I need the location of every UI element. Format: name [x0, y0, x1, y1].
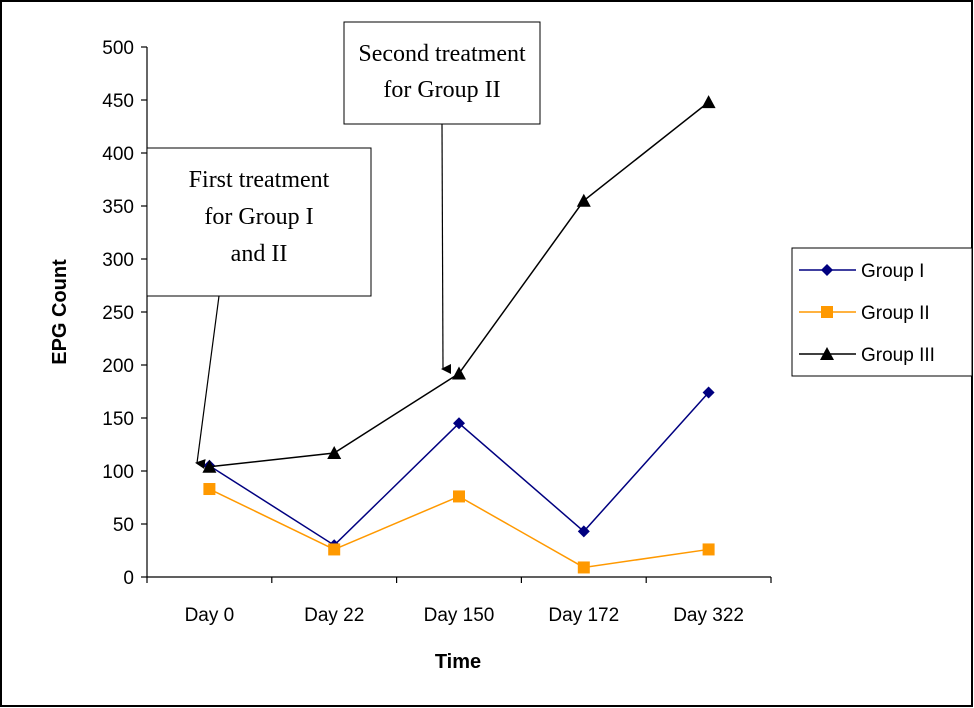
- data-point: [702, 543, 715, 556]
- callout-line-2: for Group I: [204, 204, 313, 230]
- callout-second-treatment: Second treatment for Group II: [343, 21, 541, 374]
- legend-marker: [821, 306, 833, 318]
- data-point: [453, 490, 465, 503]
- callout-arrow: [441, 123, 452, 374]
- x-tick-label: Day 172: [548, 605, 619, 626]
- y-tick-label: 50: [113, 515, 134, 536]
- data-point: [452, 366, 466, 380]
- y-tick-label: 250: [102, 303, 134, 324]
- data-point: [328, 543, 341, 556]
- y-ticks: 0 50 100 150 200 250 300 350 400 450 500: [102, 38, 147, 589]
- y-tick-label: 150: [102, 409, 134, 430]
- y-tick-label: 350: [102, 197, 134, 218]
- series-1: [203, 386, 715, 552]
- data-point: [203, 483, 216, 496]
- x-ticks: Day 0 Day 22 Day 150 Day 172 Day 322: [146, 577, 772, 626]
- callout-line-1: First treatment: [189, 167, 330, 193]
- y-tick-label: 100: [102, 462, 134, 483]
- x-tick-label: Day 322: [673, 605, 744, 626]
- x-tick-label: Day 22: [304, 605, 364, 626]
- y-tick-label: 0: [123, 568, 134, 589]
- data-point: [702, 386, 715, 399]
- callout-line-2: for Group II: [383, 77, 500, 103]
- callout-line-1: Second treatment: [358, 41, 526, 67]
- y-tick-label: 400: [102, 144, 134, 165]
- series-layer: [202, 95, 716, 574]
- legend-item: Group I: [799, 261, 924, 282]
- y-tick-label: 500: [102, 38, 134, 59]
- series-2: [203, 483, 715, 574]
- data-point: [577, 525, 590, 538]
- legend-item: Group II: [799, 303, 930, 324]
- callout-line-3: and II: [231, 241, 288, 267]
- data-point: [327, 445, 342, 459]
- data-point: [453, 417, 465, 430]
- legend: Group I Group II Group III: [791, 247, 973, 377]
- x-tick-label: Day 0: [185, 605, 235, 626]
- callout-arrow: [195, 295, 220, 470]
- y-tick-label: 200: [102, 356, 134, 377]
- series-3: [202, 95, 716, 473]
- legend-marker: [820, 347, 834, 360]
- callout-box: [343, 21, 541, 125]
- y-axis-title: EPG Count: [49, 259, 71, 365]
- data-point: [202, 459, 217, 473]
- y-tick-label: 300: [102, 250, 134, 271]
- y-tick-label: 450: [102, 91, 134, 112]
- x-tick-label: Day 150: [424, 605, 495, 626]
- callout-first-treatment: First treatment for Group I and II: [146, 147, 372, 470]
- callout-box: [146, 147, 372, 297]
- data-point: [701, 95, 716, 109]
- x-axis-title: Time: [435, 651, 481, 673]
- legend-label: Group I: [861, 261, 924, 282]
- legend-label: Group II: [861, 303, 930, 324]
- legend-marker: [821, 264, 833, 276]
- legend-label: Group III: [861, 345, 935, 366]
- legend-item: Group III: [799, 345, 935, 366]
- data-point: [576, 193, 591, 207]
- data-point: [577, 561, 590, 574]
